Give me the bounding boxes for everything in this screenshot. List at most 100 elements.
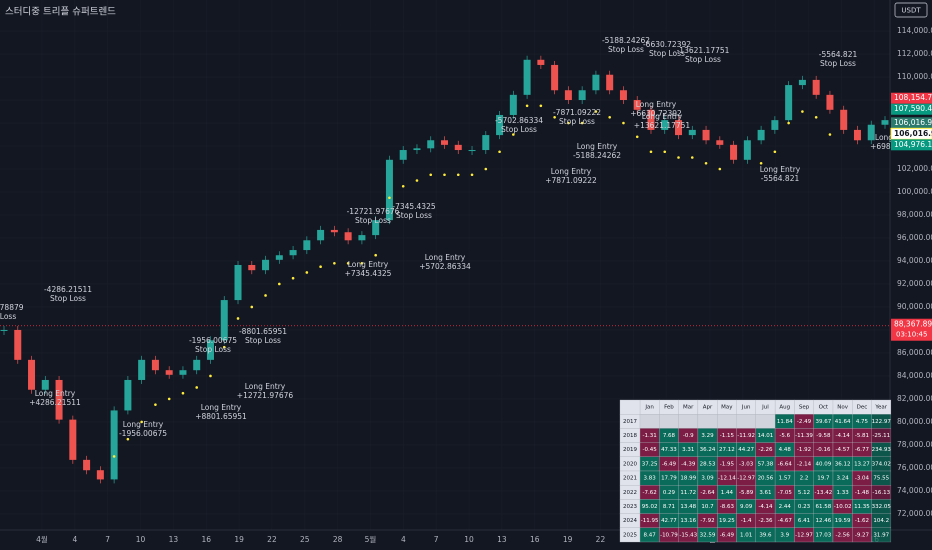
table-cell — [736, 414, 756, 429]
table-value: 36.12 — [835, 461, 851, 467]
table-value: -1.48 — [855, 490, 870, 496]
x-tick-label: 13 — [169, 535, 179, 544]
table-value: -1.31 — [643, 433, 657, 439]
table-value: 18.99 — [680, 476, 696, 482]
table-value: 95.02 — [642, 504, 658, 510]
table-row-header: 2021 — [623, 476, 637, 482]
trade-annotation: Long Entry — [348, 260, 389, 269]
y-tick-label: 82,000.00 — [897, 394, 932, 403]
table-header: Year — [874, 405, 887, 411]
table-value: 4.75 — [856, 419, 869, 425]
table-value: -11.39 — [795, 433, 813, 439]
candle — [523, 59, 531, 95]
table-value: -8.63 — [720, 504, 735, 510]
x-tick-label: 22 — [267, 535, 277, 544]
candle — [867, 124, 875, 141]
table-value: 11.35 — [854, 504, 870, 510]
price-tag — [891, 139, 932, 151]
trailing-stop-dot — [484, 167, 488, 171]
table-value: 13.48 — [680, 504, 696, 510]
trade-annotation: +4286.21511 — [29, 398, 81, 407]
candle — [840, 109, 848, 130]
trailing-stop-dot — [291, 276, 295, 280]
candle — [41, 379, 49, 390]
table-value: 3.09 — [701, 476, 714, 482]
table-cell — [659, 414, 679, 429]
candle — [757, 129, 765, 141]
table-cell — [697, 414, 718, 429]
trade-annotation: +6989. — [870, 142, 898, 151]
candle — [619, 90, 627, 101]
candle — [69, 419, 77, 460]
trade-annotation: +6630.72392 — [630, 109, 682, 118]
trade-annotation: -5564.821 — [819, 50, 858, 59]
trailing-stop-dot — [704, 161, 708, 165]
trailing-stop-dot — [429, 173, 433, 177]
trade-annotation: Stop Loss — [195, 345, 231, 354]
table-value: 31.97 — [873, 532, 889, 538]
x-tick-label: 10 — [464, 535, 474, 544]
table-value: 0.29 — [663, 490, 676, 496]
candle — [509, 94, 517, 115]
table-value: -7.92 — [700, 518, 714, 524]
y-tick-label: 98,000.00 — [897, 210, 932, 219]
table-value: 10.7 — [701, 504, 714, 510]
trailing-stop-dot — [181, 391, 185, 395]
table-value: 1.33 — [837, 490, 850, 496]
candle — [661, 120, 669, 130]
table-value: -4.14 — [758, 504, 773, 510]
trailing-stop-dot — [236, 317, 240, 320]
table-row-header: 2017 — [623, 419, 637, 425]
table-cell — [755, 414, 776, 429]
trade-annotation: +8801.65951 — [195, 412, 247, 421]
table-value: 75.55 — [873, 476, 889, 482]
table-header: Dec — [857, 405, 868, 411]
x-tick-label: 7 — [105, 535, 110, 544]
table-value: 122.97 — [872, 419, 892, 425]
trailing-stop-dot — [443, 173, 446, 177]
trade-annotation: -5564.821 — [761, 174, 800, 183]
trailing-stop-dot — [718, 167, 722, 171]
trailing-stop-dot — [512, 133, 515, 136]
trade-annotation: Stop Loss — [685, 55, 721, 64]
table-value: -0.16 — [816, 447, 831, 453]
table-value: -2.14 — [797, 461, 812, 467]
trade-annotation: -7345.4325 — [392, 202, 435, 211]
candle — [881, 120, 889, 125]
y-tick-label: 72,000.00 — [897, 509, 932, 518]
trailing-stop-dot — [594, 110, 598, 113]
table-value: 12.46 — [815, 518, 831, 524]
trailing-stop-dot — [498, 150, 501, 154]
trade-annotation: 6.78879 — [0, 303, 24, 312]
table-value: -2.36 — [758, 518, 773, 524]
table-value: 0.23 — [798, 504, 811, 510]
table-value: -10.02 — [834, 504, 852, 510]
candle — [441, 140, 448, 145]
trailing-stop-dot — [456, 173, 460, 177]
table-value: -6.77 — [855, 447, 870, 453]
trade-annotation: Long Entry — [35, 389, 76, 398]
table-value: 42.77 — [661, 518, 677, 524]
trade-annotation: Stop Loss — [396, 211, 432, 220]
trailing-stop-dot — [154, 403, 157, 406]
last-price-tag — [891, 318, 932, 341]
table-corner — [619, 399, 641, 415]
y-tick-label: 110,000.00 — [897, 72, 932, 81]
candle — [262, 259, 270, 271]
price-tag — [891, 117, 932, 129]
table-value: -6.64 — [778, 461, 793, 467]
table-value: 11.72 — [680, 490, 696, 496]
candle — [138, 359, 146, 380]
trade-annotation: +7345.4325 — [345, 269, 392, 278]
table-value: 28.53 — [700, 461, 716, 467]
table-value: 3.31 — [682, 447, 694, 453]
currency-button[interactable] — [894, 2, 928, 18]
x-tick-label: 10 — [136, 535, 146, 544]
trailing-stop-dot — [663, 150, 667, 154]
table-value: 39.67 — [815, 419, 831, 425]
x-tick-label: 19 — [563, 535, 573, 544]
trade-annotation: Stop Loss — [649, 49, 685, 58]
trade-annotation: Stop Loss — [50, 294, 86, 303]
y-tick-label: 114,000.00 — [897, 26, 932, 35]
